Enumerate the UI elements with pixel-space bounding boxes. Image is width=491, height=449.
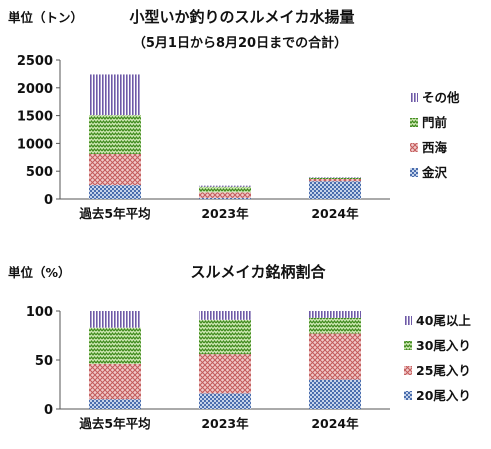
y-tick-label: 50 xyxy=(35,354,53,369)
bar-segment xyxy=(199,354,251,394)
chart1-subtitle: （5月1日から8月20日までの合計） xyxy=(133,35,347,51)
y-tick-label: 1500 xyxy=(17,110,53,125)
x-category-label: 2023年 xyxy=(201,206,249,221)
legend-swatch xyxy=(404,341,412,350)
y-tick-label: 0 xyxy=(44,193,53,208)
bar-segment xyxy=(309,333,361,380)
bar-segment xyxy=(309,177,361,179)
y-tick-label: 2500 xyxy=(17,54,53,69)
x-category-label: 2023年 xyxy=(201,416,249,431)
legend-swatch xyxy=(404,366,412,375)
legend-swatch xyxy=(404,391,412,400)
bar-segment xyxy=(199,192,251,198)
chart1-plot: 0 500 1000 1500 2000 2500 過去5年平均 2023年 2024年 その他門… xyxy=(17,54,460,221)
legend-label: 40尾以上 xyxy=(416,313,471,328)
x-category-label: 2024年 xyxy=(311,416,359,431)
x-category-label: 過去5年平均 xyxy=(78,206,150,221)
bar-segment xyxy=(89,399,141,409)
legend-label: 25尾入り xyxy=(416,363,471,378)
bar-segment xyxy=(309,317,361,334)
y-tick-label: 100 xyxy=(26,305,53,320)
legend-swatch xyxy=(410,143,418,152)
chart2-title: スルメイカ銘柄割合 xyxy=(190,263,326,281)
bar-segment xyxy=(199,185,251,187)
bar-segment xyxy=(199,319,251,355)
legend-swatch xyxy=(410,118,418,127)
legend-label: 門前 xyxy=(422,115,448,130)
y-tick-label: 1000 xyxy=(17,137,53,152)
x-category-label: 2024年 xyxy=(311,206,359,221)
bar-segment xyxy=(199,393,251,409)
bar-segment xyxy=(89,153,141,186)
bar-segment xyxy=(309,311,361,318)
y-tick-label: 0 xyxy=(44,403,53,418)
x-category-label: 過去5年平均 xyxy=(78,416,150,431)
legend-swatch xyxy=(410,93,418,102)
y-tick-label: 2000 xyxy=(17,82,53,97)
legend-label: 20尾入り xyxy=(416,388,471,403)
legend-label: 西海 xyxy=(422,140,448,155)
bar-segment xyxy=(89,327,141,364)
bar-segment xyxy=(89,115,141,154)
chart2-plot: 0 50 100 過去5年平均 2023年 2024年 40尾以上 30尾入り 25尾入り 20尾… xyxy=(26,305,472,431)
bar-segment xyxy=(199,197,251,199)
bar-segment xyxy=(89,311,141,328)
bar-segment xyxy=(89,185,141,199)
bar-segment xyxy=(309,177,361,178)
legend-label: 30尾入り xyxy=(416,338,471,353)
bar-segment xyxy=(199,186,251,193)
bar-segment xyxy=(199,311,251,320)
chart2-unit-label: 単位（%） xyxy=(8,265,71,280)
legend-label: その他 xyxy=(422,90,460,105)
y-tick-label: 500 xyxy=(26,165,53,180)
bar-segment xyxy=(309,178,361,182)
legend-label: 金沢 xyxy=(421,165,448,180)
chart1-unit-label: 単位（トン） xyxy=(8,10,83,25)
bar-segment xyxy=(89,363,141,400)
bar-segment xyxy=(309,181,361,199)
legend-swatch xyxy=(410,168,418,177)
chart1-title: 小型いか釣りのスルメイカ水揚量 xyxy=(129,8,354,26)
legend-swatch xyxy=(404,316,412,325)
bar-segment xyxy=(309,379,361,409)
bar-segment xyxy=(89,74,141,116)
